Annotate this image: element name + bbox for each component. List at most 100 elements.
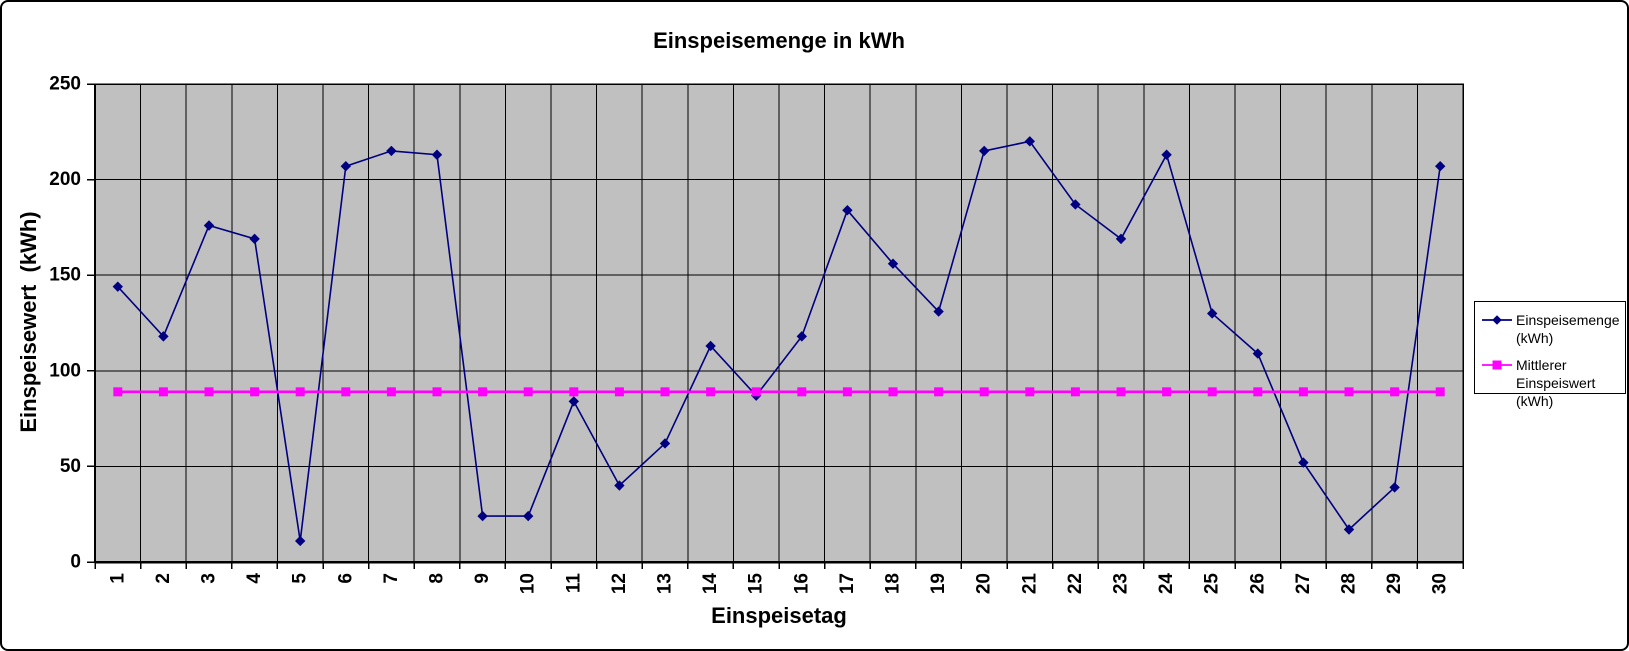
x-tick-label: 15 (746, 573, 767, 595)
data-point-square (432, 387, 442, 397)
x-tick-label: 22 (1065, 573, 1086, 594)
x-tick-label: 30 (1430, 573, 1451, 594)
data-point-diamond (1161, 149, 1172, 160)
data-point-diamond (295, 535, 306, 547)
x-axis-title: Einspeisetag (711, 603, 847, 628)
data-point-square (660, 387, 670, 397)
x-tick-label: 24 (1156, 573, 1177, 595)
data-point-diamond (979, 145, 990, 157)
x-tick-label: 1 (107, 573, 128, 584)
data-point-diamond (1343, 524, 1355, 535)
x-tick-label: 16 (791, 573, 812, 594)
chart-title: Einspeisemenge in kWh (653, 28, 905, 53)
data-point-square (1025, 387, 1035, 397)
legend-label: Mittlerer Einspeiswert (kWh) (1516, 357, 1596, 409)
data-point-square (1070, 387, 1080, 397)
legend-marker-diamond-icon (1482, 315, 1512, 325)
y-tick-label: 250 (49, 74, 81, 95)
data-point-square (250, 387, 260, 397)
x-tick-label: 7 (381, 573, 402, 584)
data-point-square (1298, 387, 1308, 397)
y-tick-label: 50 (60, 456, 81, 477)
data-point-diamond (431, 149, 443, 160)
data-point-diamond (568, 396, 579, 407)
data-point-square (751, 387, 761, 397)
data-point-diamond (203, 220, 215, 231)
x-tick-label: 25 (1202, 573, 1223, 595)
data-point-square (979, 387, 989, 397)
legend-label: Einspeisemenge (kWh) (1516, 312, 1620, 346)
x-tick-label: 27 (1293, 573, 1314, 594)
data-point-square (1390, 387, 1400, 397)
data-point-diamond (386, 145, 397, 157)
data-point-diamond (112, 281, 123, 292)
data-point-diamond (249, 233, 260, 245)
x-tick-label: 17 (837, 573, 858, 594)
gridlines (95, 83, 1463, 562)
x-tick-label: 9 (472, 573, 493, 584)
data-point-square (523, 387, 533, 397)
data-point-diamond (158, 331, 169, 342)
x-tick-label: 10 (518, 573, 539, 594)
y-tick-label: 150 (49, 265, 81, 286)
series-line (117, 140, 1441, 542)
series-einspeisemenge[interactable] (112, 136, 1446, 547)
legend[interactable]: Einspeisemenge (kWh) Mittlerer Einspeisw… (1474, 301, 1626, 409)
data-point-square (158, 387, 168, 397)
data-point-diamond (933, 306, 944, 317)
data-point-square (1253, 387, 1263, 397)
x-tick-label: 14 (700, 573, 721, 595)
data-point-diamond (1435, 161, 1446, 172)
y-tick-label: 200 (49, 169, 81, 190)
data-point-diamond (1115, 233, 1127, 245)
x-tick-label: 5 (290, 573, 311, 584)
data-point-diamond (796, 331, 807, 342)
data-point-square (934, 387, 944, 397)
data-point-diamond (887, 258, 899, 269)
data-point-diamond (1298, 457, 1309, 468)
x-tick-label: 18 (883, 573, 904, 594)
data-point-diamond (659, 438, 671, 449)
x-tick-label: 6 (335, 573, 356, 584)
data-point-square (569, 387, 579, 397)
axis-ticks (87, 83, 1464, 569)
data-point-square (1116, 387, 1126, 397)
series-mittlerer[interactable] (113, 387, 1445, 397)
x-tick-label: 29 (1384, 573, 1405, 594)
x-tick-label: 23 (1111, 573, 1132, 594)
x-tick-label: 28 (1339, 573, 1360, 594)
data-point-square (478, 387, 488, 397)
x-tick-label: 21 (1019, 573, 1040, 595)
data-point-diamond (1252, 348, 1263, 359)
data-point-square (1435, 387, 1445, 397)
legend-marker-square-icon (1482, 360, 1512, 370)
legend-entry: Mittlerer Einspeiswert (kWh) (1481, 356, 1623, 410)
data-point-square (706, 387, 716, 397)
data-point-square (341, 387, 351, 397)
data-point-square (204, 387, 214, 397)
data-point-diamond (1024, 136, 1035, 147)
data-point-square (888, 387, 898, 397)
data-point-square (295, 387, 305, 397)
x-tick-label: 26 (1247, 573, 1268, 594)
x-tick-label: 2 (153, 573, 174, 584)
data-point-diamond (340, 161, 351, 172)
data-point-square (842, 387, 852, 397)
data-point-diamond (705, 340, 716, 352)
data-point-square (1207, 387, 1217, 397)
x-tick-label: 12 (609, 573, 630, 594)
legend-entry: Einspeisemenge (kWh) (1481, 311, 1623, 347)
data-point-diamond (1389, 482, 1400, 493)
x-tick-label: 13 (655, 573, 676, 594)
data-point-diamond (1207, 308, 1218, 319)
x-tick-label: 20 (974, 573, 995, 594)
data-point-square (614, 387, 624, 397)
data-point-diamond (1070, 199, 1081, 210)
data-point-square (1162, 387, 1172, 397)
data-point-square (1344, 387, 1354, 397)
data-point-diamond (614, 480, 625, 491)
data-point-square (386, 387, 396, 397)
y-tick-label: 0 (70, 552, 81, 573)
